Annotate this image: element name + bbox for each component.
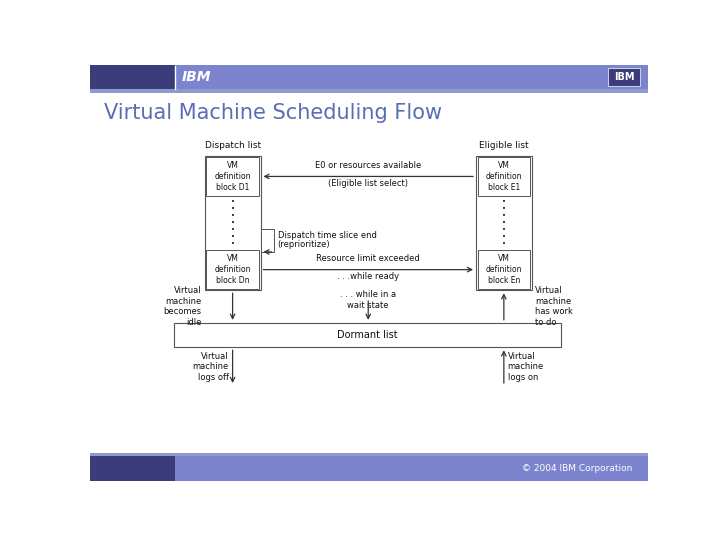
Bar — [90, 453, 648, 456]
Text: (Eligible list select): (Eligible list select) — [328, 179, 408, 188]
Text: •: • — [502, 234, 506, 240]
Text: (reprioritize): (reprioritize) — [277, 240, 330, 248]
Bar — [204, 156, 261, 291]
Text: VM
definition
block Dn: VM definition block Dn — [215, 254, 251, 285]
Text: VM
definition
block En: VM definition block En — [485, 254, 522, 285]
Bar — [608, 68, 640, 86]
Bar — [90, 65, 175, 90]
Text: Virtual
machine
becomes
idle: Virtual machine becomes idle — [163, 287, 202, 327]
Text: . . . while in a
wait state: . . . while in a wait state — [340, 291, 396, 310]
Text: Eligible list: Eligible list — [479, 140, 528, 150]
Text: •: • — [230, 220, 235, 226]
Bar — [477, 251, 530, 289]
Text: Virtual Machine Scheduling Flow: Virtual Machine Scheduling Flow — [104, 103, 442, 123]
Bar — [174, 323, 561, 347]
Text: •: • — [502, 199, 506, 205]
Bar — [477, 157, 530, 195]
Text: IBM: IBM — [613, 72, 634, 82]
Text: •: • — [502, 220, 506, 226]
Text: •: • — [502, 206, 506, 212]
Text: Dormant list: Dormant list — [337, 330, 397, 340]
Text: Dispatch time slice end: Dispatch time slice end — [277, 231, 377, 240]
Text: •: • — [230, 227, 235, 233]
Text: •: • — [230, 199, 235, 205]
Text: Resource limit exceeded: Resource limit exceeded — [316, 254, 420, 264]
Text: •: • — [502, 241, 506, 247]
Text: •: • — [230, 234, 235, 240]
Bar — [261, 229, 274, 252]
Text: •: • — [502, 227, 506, 233]
Bar — [90, 90, 648, 92]
Text: •: • — [230, 241, 235, 247]
Text: •: • — [502, 213, 506, 219]
Text: Virtual
machine
has work
to do: Virtual machine has work to do — [535, 287, 572, 327]
Bar — [206, 157, 259, 195]
Text: VM
definition
block D1: VM definition block D1 — [215, 161, 251, 192]
Text: VM
definition
block E1: VM definition block E1 — [485, 161, 522, 192]
Bar — [90, 456, 175, 481]
Text: •: • — [230, 206, 235, 212]
Text: Dispatch list: Dispatch list — [204, 140, 261, 150]
Bar — [476, 156, 532, 291]
Bar — [206, 251, 259, 289]
Text: E0 or resources available: E0 or resources available — [315, 160, 421, 170]
Text: Virtual
machine
logs off: Virtual machine logs off — [192, 352, 229, 382]
Text: •: • — [230, 213, 235, 219]
Text: © 2004 IBM Corporation: © 2004 IBM Corporation — [522, 464, 632, 473]
Text: IBM: IBM — [181, 70, 211, 84]
Text: . . .while ready: . . .while ready — [337, 272, 400, 281]
Bar — [90, 456, 648, 481]
Bar — [90, 65, 648, 90]
Text: Virtual
machine
logs on: Virtual machine logs on — [508, 352, 544, 382]
